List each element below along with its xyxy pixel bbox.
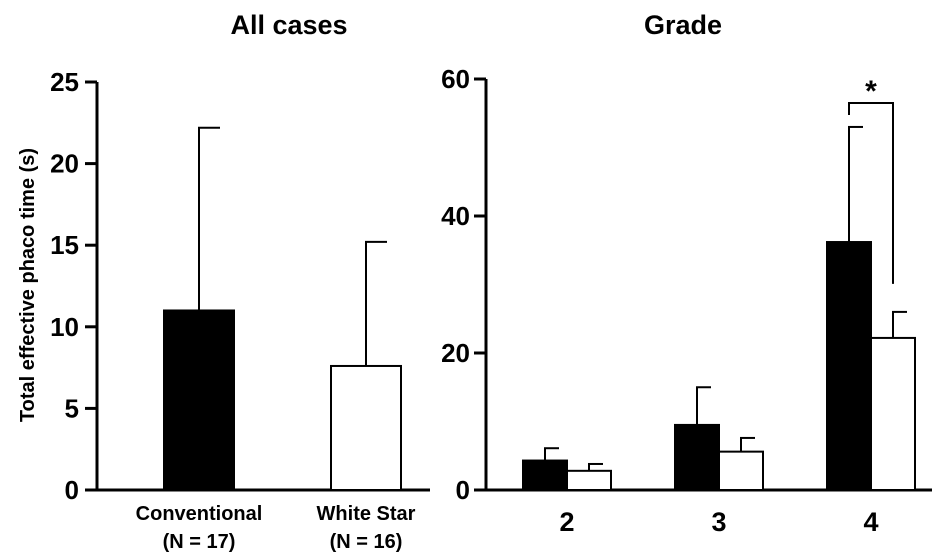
bar bbox=[674, 423, 720, 491]
y-tick-label: 60 bbox=[441, 64, 470, 94]
left-category-labels: Conventional (N = 17) White Star (N = 16) bbox=[136, 503, 416, 553]
left-bars bbox=[163, 126, 402, 492]
x-category-label: 3 bbox=[711, 507, 726, 537]
right-category-labels: 2 3 4 bbox=[559, 507, 878, 537]
panel-title-grade: Grade bbox=[644, 10, 722, 40]
panel-grade: Grade 0 20 40 60 2 3 4 * bbox=[441, 10, 932, 537]
significance-star: * bbox=[865, 75, 877, 108]
bar bbox=[163, 309, 235, 492]
x-category-sublabel: (N = 16) bbox=[330, 531, 403, 553]
y-axis-label: Total effective phaco time (s) bbox=[17, 148, 39, 422]
bar bbox=[566, 469, 612, 492]
y-tick-label: 25 bbox=[50, 67, 79, 97]
x-category-sublabel: (N = 17) bbox=[163, 531, 236, 553]
y-tick-label: 40 bbox=[441, 201, 470, 231]
right-bars bbox=[522, 125, 916, 492]
panel-title-all-cases: All cases bbox=[230, 10, 347, 40]
y-tick-label: 15 bbox=[50, 230, 79, 260]
x-category-label: 4 bbox=[863, 507, 878, 537]
y-tick-label: 20 bbox=[50, 149, 79, 179]
y-tick-label: 10 bbox=[50, 312, 79, 342]
y-tick-label: 0 bbox=[456, 475, 470, 505]
significance-annotation: * bbox=[848, 75, 894, 284]
bar bbox=[330, 364, 402, 491]
x-category-label: 2 bbox=[559, 507, 574, 537]
panel-all-cases: All cases Total effective phaco time (s)… bbox=[17, 10, 430, 553]
left-axes: 0 5 10 15 20 25 bbox=[50, 67, 430, 505]
y-tick-label: 0 bbox=[65, 475, 79, 505]
y-tick-label: 5 bbox=[65, 393, 79, 423]
x-category-label: White Star bbox=[317, 503, 416, 525]
significance-bracket bbox=[848, 101, 894, 284]
bar bbox=[826, 241, 872, 491]
bar bbox=[718, 450, 764, 492]
bar bbox=[522, 459, 568, 492]
bar bbox=[870, 336, 916, 491]
x-category-label: Conventional bbox=[136, 503, 263, 525]
y-tick-label: 20 bbox=[441, 338, 470, 368]
